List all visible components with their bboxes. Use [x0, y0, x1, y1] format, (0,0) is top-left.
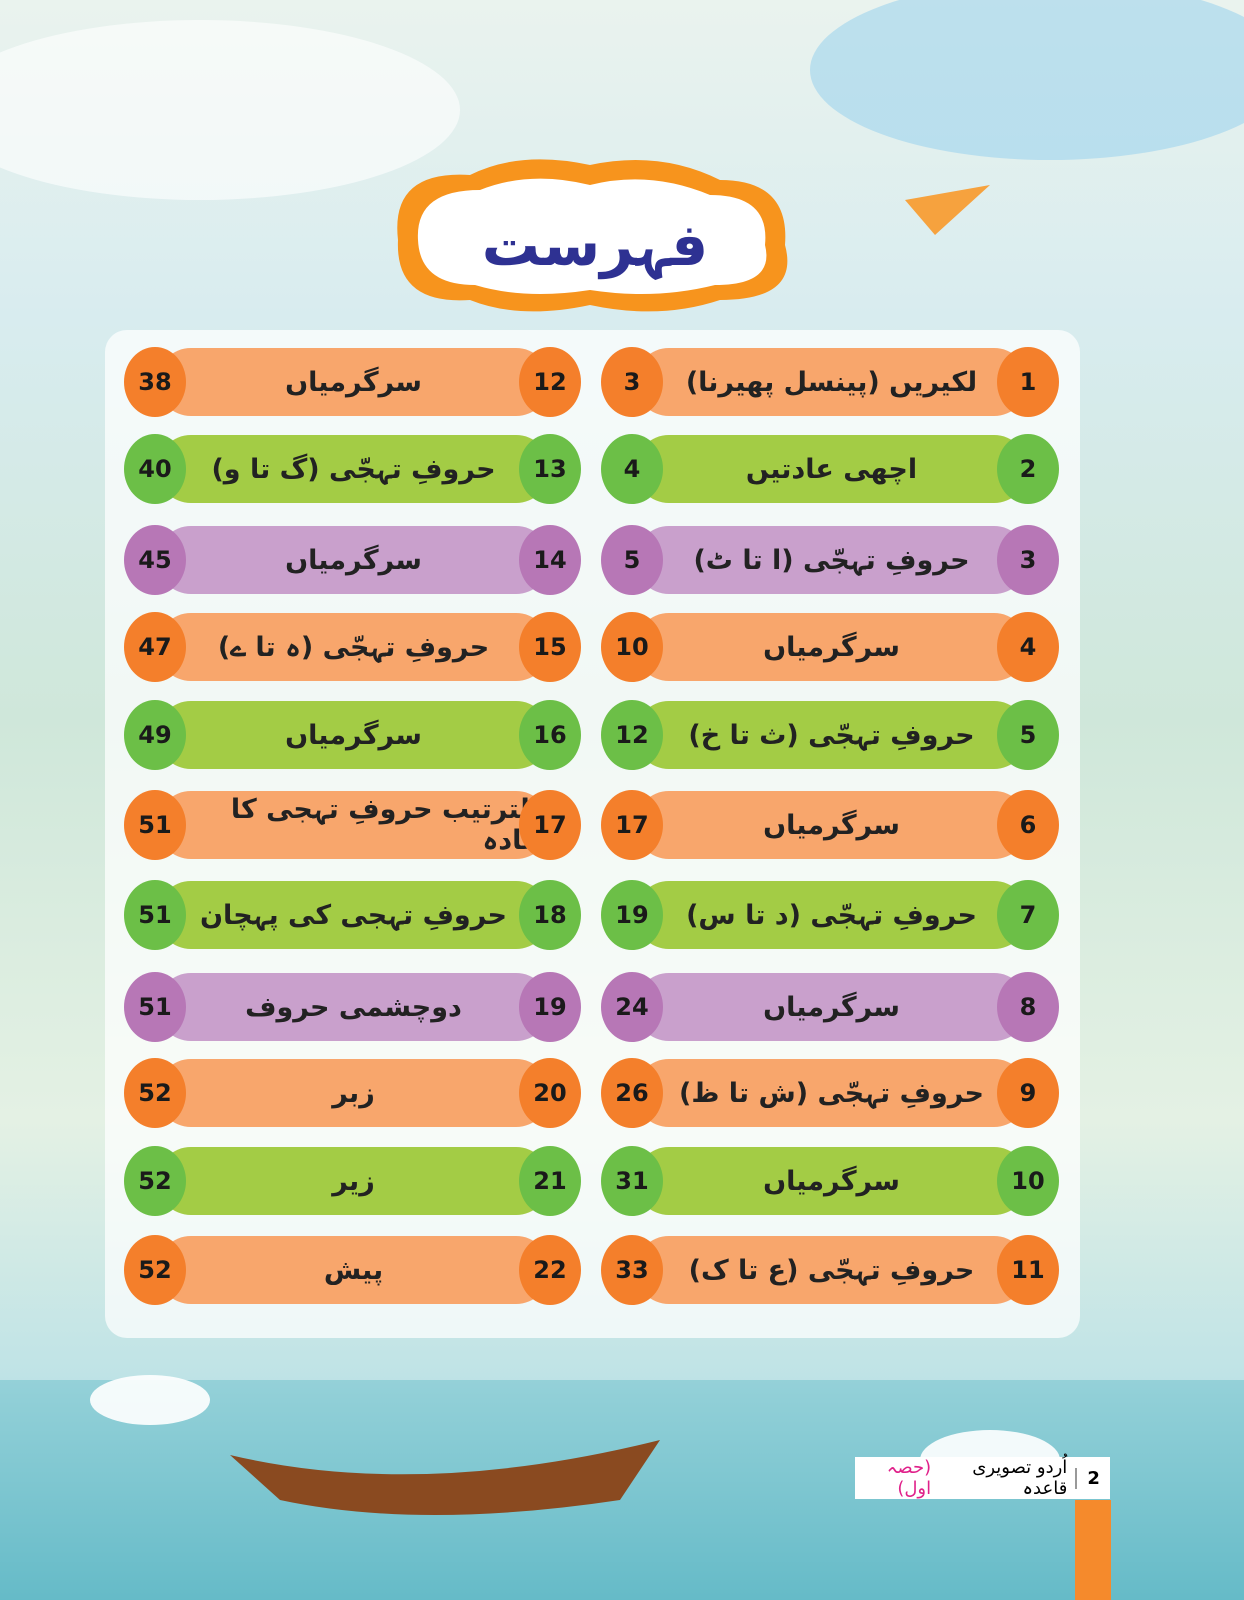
- entry-number: 7: [997, 880, 1059, 950]
- entry-page: 45: [124, 525, 186, 595]
- entry-number: 17: [519, 790, 581, 860]
- footer: 2 اُردو تصویری قاعدہ (حصہ اول): [855, 1457, 1110, 1499]
- entry-page: 52: [124, 1235, 186, 1305]
- book-part: (حصہ اول): [886, 1457, 932, 1499]
- entry-page: 17: [601, 790, 663, 860]
- entry-row: حروفِ تہجّی (د تا س): [635, 881, 1028, 949]
- entry-page: 5: [601, 525, 663, 595]
- entry-page: 40: [124, 434, 186, 504]
- entry-row: پیش: [157, 1236, 550, 1304]
- entry-row: حروفِ تہجّی (ا تا ٹ): [635, 526, 1028, 594]
- footer-bar: [1075, 1500, 1111, 1600]
- entry-page: 51: [124, 790, 186, 860]
- entry-row: حروفِ تہجی کی پہچان: [157, 881, 550, 949]
- book-title: اُردو تصویری قاعدہ: [972, 1457, 1068, 1499]
- entry-page: 47: [124, 612, 186, 682]
- entry-number: 12: [519, 347, 581, 417]
- entry-page: 38: [124, 347, 186, 417]
- entry-number: 18: [519, 880, 581, 950]
- entry-row: سرگرمیاں: [157, 348, 550, 416]
- entry-page: 4: [601, 434, 663, 504]
- index-title: فہرست: [481, 211, 709, 279]
- entry-row: حروفِ تہجّی (ث تا خ): [635, 701, 1028, 769]
- entry-number: 5: [997, 700, 1059, 770]
- entry-number: 1: [997, 347, 1059, 417]
- entry-number: 22: [519, 1235, 581, 1305]
- entry-row: اچھی عادتیں: [635, 435, 1028, 503]
- entry-row: سرگرمیاں: [635, 1147, 1028, 1215]
- entry-number: 14: [519, 525, 581, 595]
- entry-row: حروفِ تہجّی (گ تا و): [157, 435, 550, 503]
- entry-page: 33: [601, 1235, 663, 1305]
- entry-page: 3: [601, 347, 663, 417]
- entry-row: حروفِ تہجّی (ع تا ک): [635, 1236, 1028, 1304]
- entry-number: 19: [519, 972, 581, 1042]
- entry-row: سرگرمیاں: [635, 973, 1028, 1041]
- entry-number: 20: [519, 1058, 581, 1128]
- entry-row: حروفِ تہجّی (ہ تا ے): [157, 613, 550, 681]
- entry-number: 11: [997, 1235, 1059, 1305]
- entry-page: 31: [601, 1146, 663, 1216]
- entry-page: 24: [601, 972, 663, 1042]
- entry-number: 3: [997, 525, 1059, 595]
- entry-number: 9: [997, 1058, 1059, 1128]
- entry-row: زیر: [157, 1147, 550, 1215]
- entry-number: 4: [997, 612, 1059, 682]
- entry-page: 52: [124, 1058, 186, 1128]
- entry-page: 51: [124, 972, 186, 1042]
- entry-row: سرگرمیاں: [157, 701, 550, 769]
- entry-number: 6: [997, 790, 1059, 860]
- entry-number: 13: [519, 434, 581, 504]
- entry-page: 52: [124, 1146, 186, 1216]
- entry-number: 8: [997, 972, 1059, 1042]
- entry-page: 26: [601, 1058, 663, 1128]
- entry-page: 49: [124, 700, 186, 770]
- entry-row: سرگرمیاں: [635, 613, 1028, 681]
- entry-row: بالترتیب حروفِ تہجی کا اعادہ: [157, 791, 550, 859]
- entry-row: لکیریں (پینسل پھیرنا): [635, 348, 1028, 416]
- entry-row: دوچشمی حروف: [157, 973, 550, 1041]
- page-number: 2: [1075, 1467, 1110, 1489]
- entry-number: 21: [519, 1146, 581, 1216]
- entry-number: 2: [997, 434, 1059, 504]
- entry-page: 12: [601, 700, 663, 770]
- entry-row: حروفِ تہجّی (ش تا ظ): [635, 1059, 1028, 1127]
- entry-row: سرگرمیاں: [635, 791, 1028, 859]
- entry-page: 19: [601, 880, 663, 950]
- entry-page: 10: [601, 612, 663, 682]
- entry-row: زبر: [157, 1059, 550, 1127]
- entry-number: 15: [519, 612, 581, 682]
- entry-number: 16: [519, 700, 581, 770]
- entry-row: سرگرمیاں: [157, 526, 550, 594]
- entry-number: 10: [997, 1146, 1059, 1216]
- entry-page: 51: [124, 880, 186, 950]
